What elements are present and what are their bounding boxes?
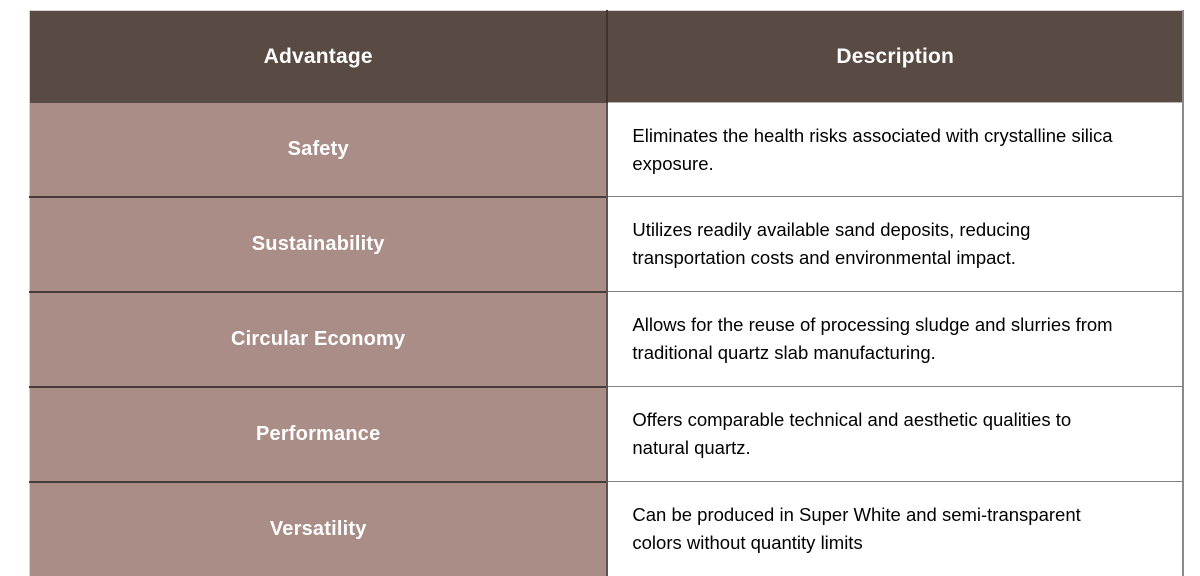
table-row: Safety Eliminates the health risks assoc… xyxy=(29,102,1183,197)
description-cell: Can be produced in Super White and semi-… xyxy=(606,481,1183,576)
advantage-cell: Versatility xyxy=(29,480,608,576)
table-row: Sustainability Utilizes readily availabl… xyxy=(29,195,1183,292)
advantage-cell: Safety xyxy=(29,102,608,197)
table-row: Performance Offers comparable technical … xyxy=(29,385,1183,482)
column-header-description: Description xyxy=(606,10,1183,103)
advantages-table: Advantage Description Safety Eliminates … xyxy=(29,10,1184,576)
table-body: Safety Eliminates the health risks assoc… xyxy=(29,102,1183,576)
description-cell: Allows for the reuse of processing sludg… xyxy=(606,291,1183,387)
advantage-cell: Sustainability xyxy=(29,195,608,292)
description-cell: Eliminates the health risks associated w… xyxy=(606,102,1183,197)
advantage-cell: Performance xyxy=(29,385,608,482)
description-cell: Offers comparable technical and aestheti… xyxy=(606,386,1183,482)
column-header-advantage: Advantage xyxy=(29,10,608,103)
table-row: Circular Economy Allows for the reuse of… xyxy=(29,290,1183,387)
table-header: Advantage Description xyxy=(29,10,1183,103)
description-cell: Utilizes readily available sand deposits… xyxy=(606,196,1183,292)
table-row: Versatility Can be produced in Super Whi… xyxy=(29,480,1183,576)
advantage-cell: Circular Economy xyxy=(29,290,608,387)
header-row: Advantage Description xyxy=(29,10,1183,103)
